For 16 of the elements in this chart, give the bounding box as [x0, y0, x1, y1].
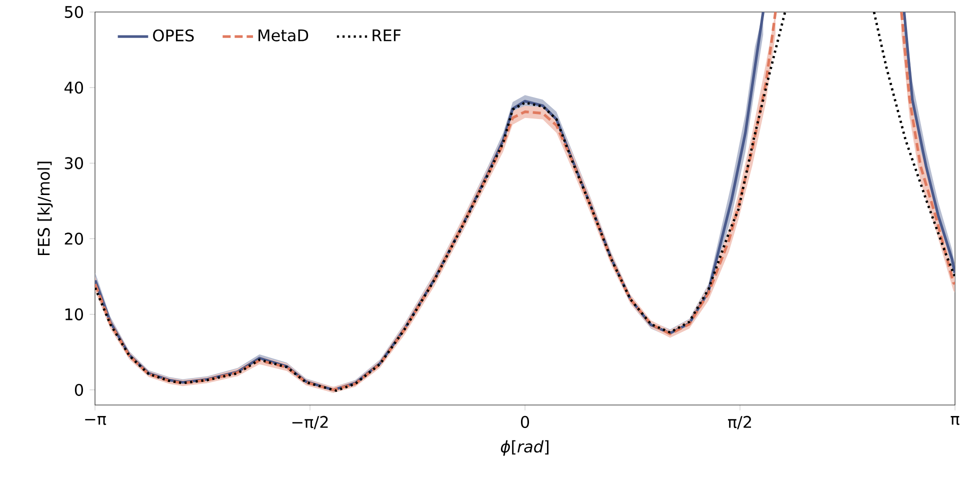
y-tick-label: 10 — [65, 308, 83, 320]
legend-label: OPES — [153, 29, 194, 42]
y-tick-label: 0 — [74, 384, 84, 396]
y-tick-label: 20 — [64, 232, 83, 245]
y-tick-label: 30 — [64, 157, 83, 170]
x-tick-label: −π/2 — [292, 416, 328, 430]
legend-label: REF — [372, 30, 401, 42]
x-tick-label: π — [950, 416, 960, 425]
x-axis-title: ϕ[rad] — [500, 440, 548, 456]
legend-label: MetaD — [258, 30, 308, 42]
x-tick-label: π/2 — [728, 416, 751, 430]
x-tick-label: 0 — [520, 416, 530, 428]
y-tick-label: 50 — [64, 6, 83, 18]
y-tick-label: 40 — [64, 82, 83, 94]
x-tick-label: −π — [85, 416, 106, 425]
y-axis-title: FES [kJ/mol] — [37, 162, 53, 256]
